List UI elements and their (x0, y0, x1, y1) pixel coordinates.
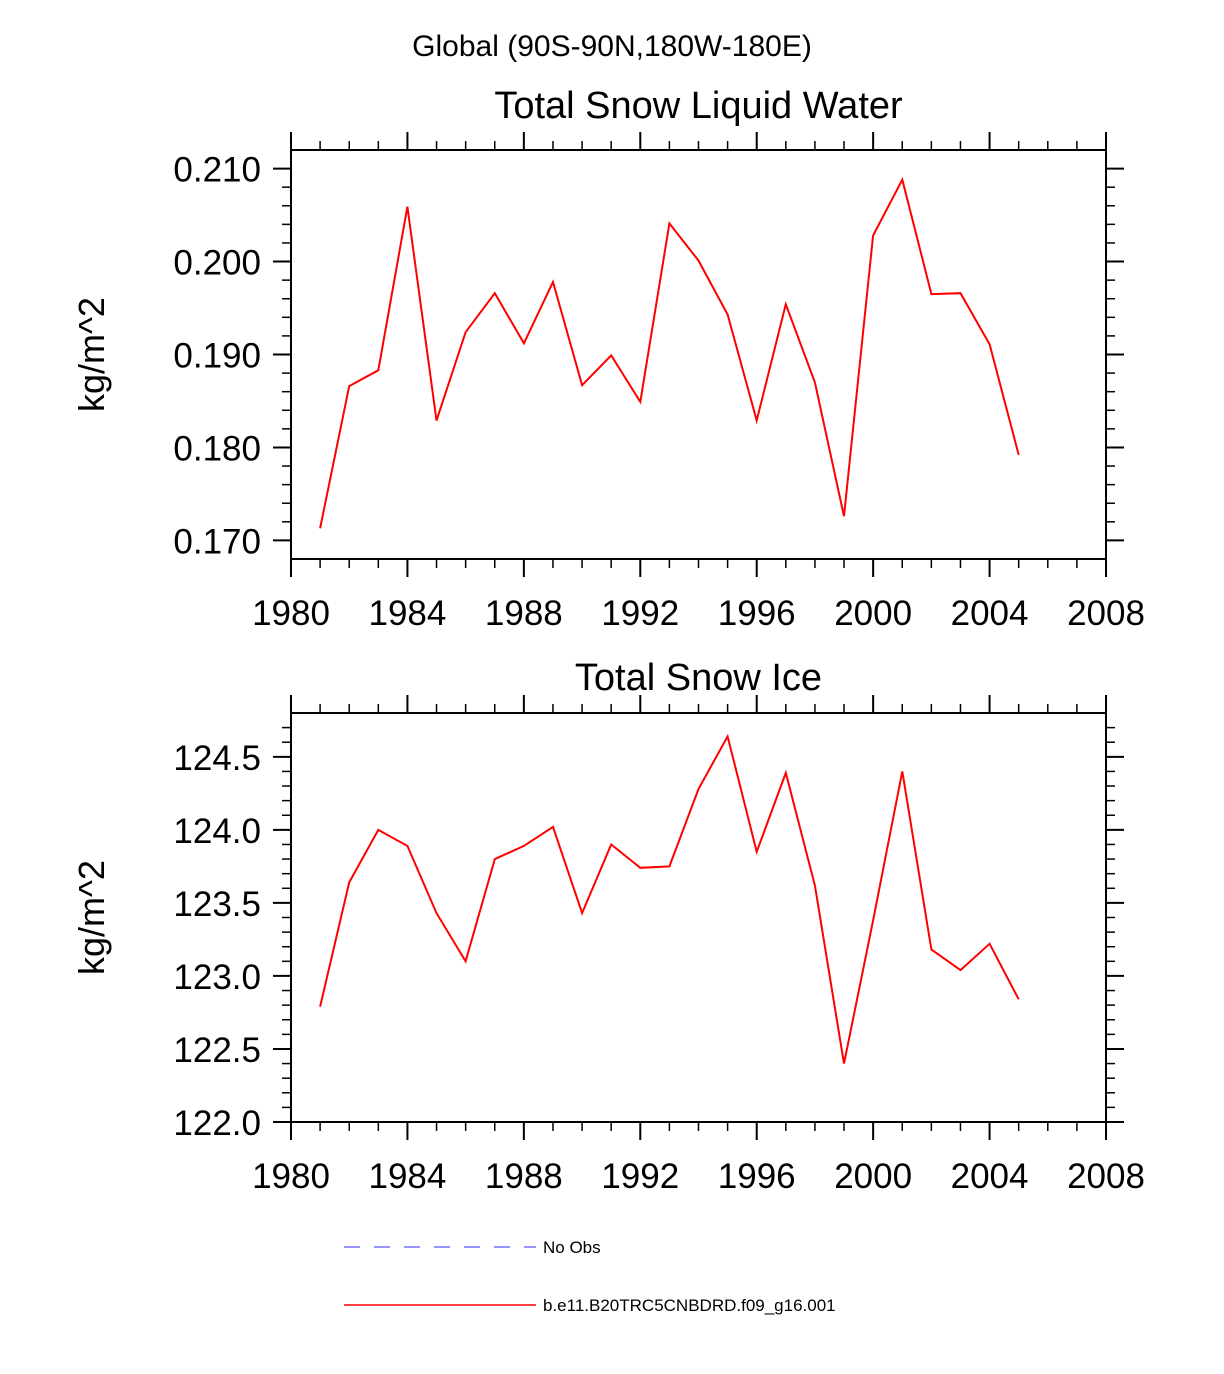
y-tick-label: 124.5 (173, 739, 261, 778)
x-tick-label: 1988 (485, 1157, 563, 1196)
y-tick-label: 122.5 (173, 1031, 261, 1070)
y-tick-label: 124.0 (173, 812, 261, 851)
y-tick-label: 0.170 (173, 522, 261, 561)
y-tick-label: 0.180 (173, 429, 261, 468)
figure-suptitle: Global (90S-90N,180W-180E) (412, 30, 812, 63)
x-tick-label: 1992 (601, 1157, 679, 1196)
x-tick-label: 1984 (368, 1157, 446, 1196)
x-tick-label: 1980 (252, 594, 330, 633)
y-tick-label: 123.0 (173, 958, 261, 997)
y-tick-label: 122.0 (173, 1104, 261, 1143)
panel-1: Total Snow Liquid Water 1980 1984 1988 1992 1… (71, 85, 1145, 633)
legend-label-2: b.e11.B20TRC5CNBDRD.f09_g16.001 (543, 1296, 836, 1315)
y-axis-label: kg/m^2 (71, 297, 112, 412)
x-tick-label: 1988 (485, 594, 563, 633)
series-line (319, 733, 1020, 1064)
legend-label-1: No Obs (543, 1238, 601, 1257)
y-axis-label: kg/m^2 (71, 860, 112, 975)
series-line (319, 176, 1020, 529)
x-tick-label: 2004 (951, 1157, 1029, 1196)
x-tick-label: 2008 (1067, 594, 1145, 633)
x-tick-label: 2004 (951, 594, 1029, 633)
x-tick-label: 1996 (718, 594, 796, 633)
panels: Total Snow Liquid Water 1980 1984 1988 1992 1… (71, 85, 1145, 1196)
x-tick-label: 1996 (718, 1157, 796, 1196)
legend: No Obs b.e11.B20TRC5CNBDRD.f09_g16.001 (344, 1238, 836, 1315)
x-tick-label: 2000 (834, 1157, 912, 1196)
x-tick-label: 1992 (601, 594, 679, 633)
y-tick-label: 0.210 (173, 151, 261, 190)
x-tick-label: 2008 (1067, 1157, 1145, 1196)
y-tick-label: 0.190 (173, 337, 261, 376)
panel-title: Total Snow Ice (575, 657, 822, 699)
x-tick-label: 1980 (252, 1157, 330, 1196)
x-tick-label: 2000 (834, 594, 912, 633)
plot-frame (290, 712, 1107, 1123)
y-tick-label: 123.5 (173, 885, 261, 924)
panel-title: Total Snow Liquid Water (494, 85, 903, 127)
y-tick-label: 0.200 (173, 244, 261, 283)
x-tick-label: 1984 (368, 594, 446, 633)
plot-frame (290, 149, 1107, 560)
panel-2: Total Snow Ice 1980 1984 1988 1992 1996 2000 20… (71, 657, 1145, 1196)
